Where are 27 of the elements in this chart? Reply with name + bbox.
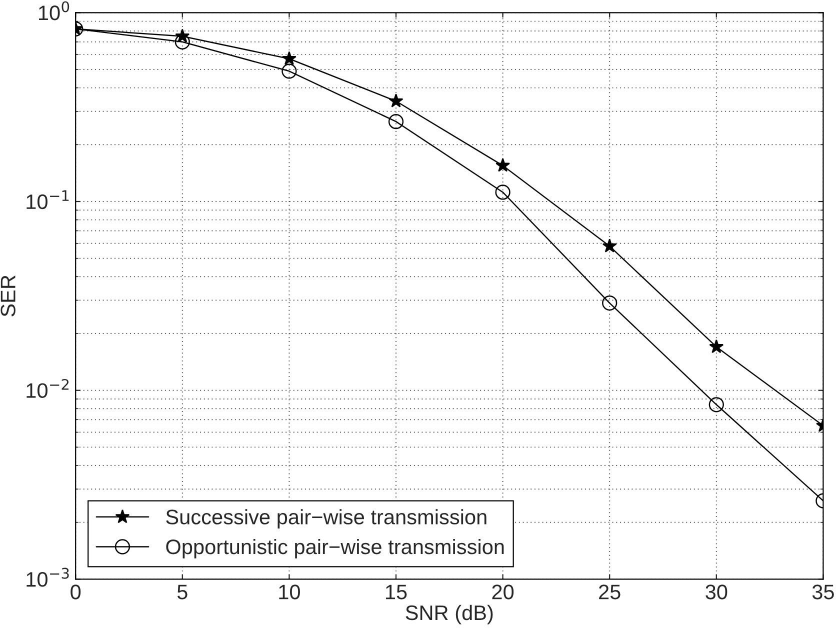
point xyxy=(282,51,296,66)
x-tick-label: 0 xyxy=(70,584,81,600)
x-tick-label: 10 xyxy=(279,584,300,600)
x-tick-label: 15 xyxy=(386,584,407,600)
y-tick-label: 10$^{−1}$ xyxy=(26,190,69,210)
y-tick-label: 10$^{−3}$ xyxy=(26,568,69,587)
y-tick-label: 10$^{0}$ xyxy=(38,1,70,20)
point xyxy=(388,114,404,130)
point xyxy=(174,34,190,50)
x-axis-title: SNR (dB) xyxy=(406,604,493,624)
legend-label: Opportunistic pair−wise transmission xyxy=(166,538,504,558)
x-tick-label: 5 xyxy=(177,584,188,600)
legend-label: Successive pair−wise transmission xyxy=(166,509,486,529)
point xyxy=(496,158,510,172)
x-tick-label: 25 xyxy=(599,584,620,600)
point xyxy=(602,238,617,252)
point xyxy=(602,295,618,311)
x-tick-label: 35 xyxy=(812,584,834,600)
y-tick-label: 10$^{−2}$ xyxy=(26,378,69,398)
x-tick-label: 30 xyxy=(706,584,728,600)
point xyxy=(495,184,510,200)
x-tick-label: 20 xyxy=(492,584,514,600)
y-axis-title: SER xyxy=(0,275,16,316)
point xyxy=(709,339,724,354)
point xyxy=(282,64,297,79)
point xyxy=(388,94,404,108)
point xyxy=(708,397,724,412)
